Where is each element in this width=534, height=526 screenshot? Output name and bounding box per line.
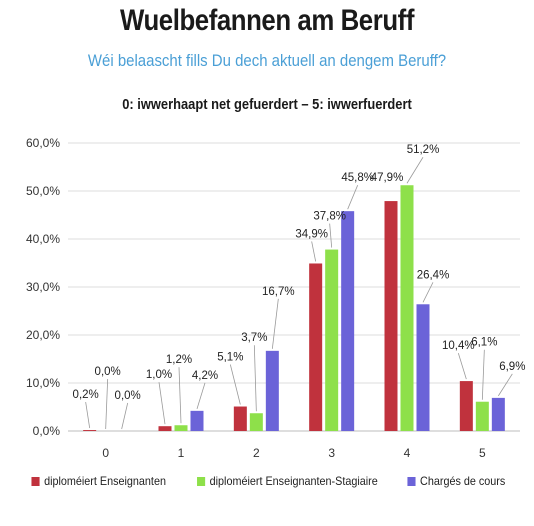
label-leader	[271, 298, 279, 349]
data-label-2-4: 26,4%	[417, 269, 450, 281]
x-tick-label: 2	[253, 446, 260, 460]
data-label-1-1: 1,2%	[166, 354, 192, 366]
bar-0-0	[83, 430, 97, 431]
data-label-1-0: 0,0%	[95, 366, 121, 378]
label-leader	[457, 352, 467, 380]
label-leader	[229, 364, 241, 405]
label-leader	[347, 185, 359, 210]
legend-swatch-series-0	[31, 476, 40, 486]
gridlines	[68, 142, 520, 432]
bar-1-2	[249, 413, 263, 431]
label-leader	[253, 345, 257, 412]
bar-0-1	[158, 426, 172, 431]
x-tick-label: 5	[479, 446, 486, 460]
y-tick-label: 20,0%	[26, 328, 60, 342]
bar-1-5	[475, 401, 489, 431]
bar-2-3	[341, 211, 355, 431]
data-label-0-5: 10,4%	[442, 340, 475, 352]
data-label-1-3: 37,8%	[313, 211, 346, 223]
bar-1-4	[400, 185, 414, 431]
label-leader	[406, 157, 424, 184]
x-tick-label: 3	[328, 446, 335, 460]
legend-swatch-series-1	[196, 476, 206, 486]
bar-0-2	[233, 406, 247, 431]
page-title: Wuelbefannen am Beruff	[120, 4, 414, 37]
bars	[83, 185, 505, 431]
data-label-1-5: 6,1%	[471, 337, 497, 349]
bar-2-4	[416, 304, 430, 431]
legend: diploméiert Enseignanten diploméiert Ens…	[0, 474, 534, 488]
label-leader	[105, 378, 109, 430]
bar-2-5	[491, 397, 505, 431]
label-leaders	[85, 157, 513, 430]
bar-0-3	[309, 263, 323, 431]
x-tick-label: 1	[178, 446, 185, 460]
data-label-2-2: 16,7%	[262, 286, 295, 298]
x-tick-label: 4	[404, 446, 411, 460]
y-tick-label: 10,0%	[26, 376, 60, 390]
data-label-0-3: 34,9%	[295, 228, 328, 240]
label-leader	[158, 382, 166, 425]
data-labels: 0,2% 0,0% 0,0% 1,0% 1,2%4,2% 5,1% 3,7% 16,7% 34,…	[73, 144, 526, 402]
label-leader	[85, 401, 91, 429]
bar-1-1	[174, 425, 188, 431]
bar-0-5	[459, 381, 473, 431]
label-leader	[422, 282, 434, 303]
data-label-2-3: 45,8%	[341, 172, 374, 184]
data-label-2-0: 0,0%	[115, 390, 141, 402]
y-tick-label: 40,0%	[26, 232, 60, 246]
legend-label-series-0: diploméiert Enseignanten	[43, 474, 166, 488]
data-label-1-2: 3,7%	[241, 332, 267, 344]
label-leader	[497, 373, 513, 397]
label-leader	[121, 402, 129, 430]
legend-item-series-1: diploméiert Enseignanten-Stagiaire	[196, 474, 378, 488]
page-subtitle: Wéi belaascht fills Du dech aktuell an d…	[87, 51, 447, 70]
y-axis-ticks: 0,0% 10,0% 20,0% 30,0% 40,0% 50,0% 60,0%	[26, 136, 60, 438]
x-tick-label: 0	[102, 446, 109, 460]
chart-title: 0: iwwerhaapt net gefuerdert – 5: iwwerf…	[122, 96, 412, 113]
bar-1-3	[325, 249, 339, 431]
data-label-0-1: 1,0%	[146, 369, 172, 381]
bar-2-1	[190, 410, 204, 431]
label-leader	[481, 349, 485, 400]
data-label-2-5: 6,9%	[499, 361, 525, 373]
bar-0-4	[384, 201, 398, 431]
legend-label-series-2: Chargés de cours	[419, 474, 506, 488]
data-label-0-2: 5,1%	[217, 352, 243, 364]
data-label-1-4: 51,2%	[407, 144, 440, 156]
legend-item-series-0: diploméiert Enseignanten	[31, 474, 165, 488]
y-tick-label: 0,0%	[33, 424, 61, 438]
label-leader	[178, 367, 182, 424]
legend-item-series-2: Chargés de cours	[407, 474, 505, 488]
bar-2-2	[265, 350, 279, 431]
y-tick-label: 50,0%	[26, 184, 60, 198]
label-leader	[329, 223, 333, 248]
label-leader	[311, 241, 317, 262]
x-axis-ticks: 0 1 2 3 4 5	[102, 446, 486, 460]
y-tick-label: 60,0%	[26, 136, 60, 150]
legend-swatch-series-2	[407, 476, 416, 486]
label-leader	[196, 382, 206, 409]
data-label-0-4: 47,9%	[371, 172, 404, 184]
legend-label-series-1: diploméiert Enseignanten-Stagiaire	[209, 474, 378, 488]
data-label-0-0: 0,2%	[73, 389, 99, 401]
data-label-2-1: 4,2%	[192, 370, 218, 382]
y-tick-label: 30,0%	[26, 280, 60, 294]
